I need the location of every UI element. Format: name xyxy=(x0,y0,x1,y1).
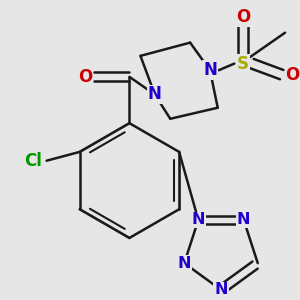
Text: N: N xyxy=(192,212,205,227)
Text: N: N xyxy=(214,282,228,297)
Text: Cl: Cl xyxy=(24,152,42,170)
Text: N: N xyxy=(237,212,250,227)
Text: O: O xyxy=(78,68,92,86)
Text: O: O xyxy=(236,8,250,26)
Text: N: N xyxy=(178,256,191,271)
Text: N: N xyxy=(203,61,217,79)
Text: O: O xyxy=(286,66,300,84)
Text: N: N xyxy=(148,85,162,103)
Text: S: S xyxy=(237,55,249,73)
